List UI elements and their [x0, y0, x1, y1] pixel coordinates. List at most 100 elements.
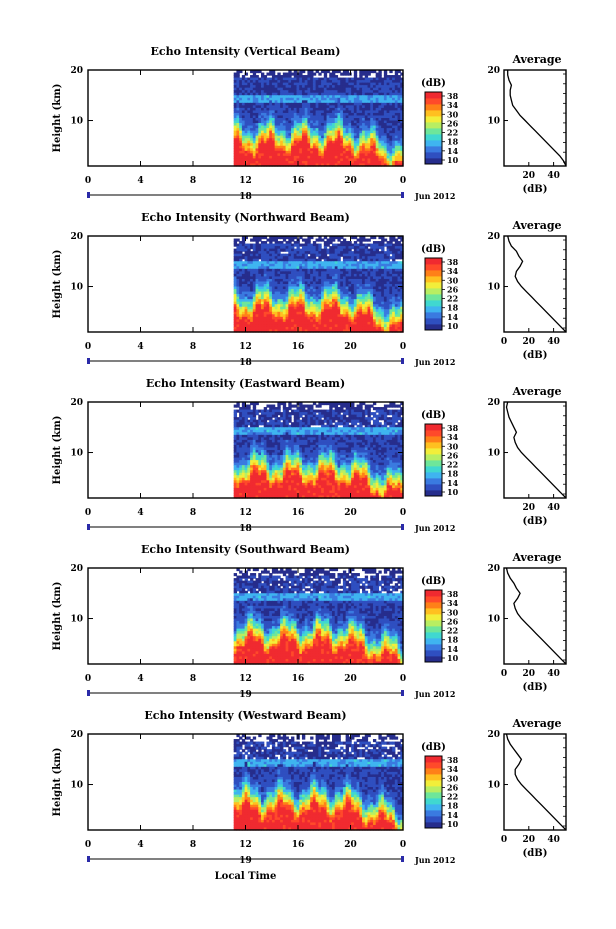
heatmap-cell	[293, 148, 298, 152]
heatmap-cell	[252, 125, 257, 129]
heatmap-cell	[291, 77, 295, 81]
heatmap-cell	[307, 289, 311, 293]
heatmap-cell	[323, 82, 328, 86]
heatmap-cell	[269, 314, 273, 318]
heatmap-cell	[244, 281, 248, 285]
heatmap-cell	[239, 140, 243, 144]
heatmap-cell	[334, 281, 339, 285]
heatmap-cell	[397, 271, 401, 275]
heatmap-cell	[318, 163, 322, 167]
heatmap-cell	[383, 324, 388, 328]
heatmap-cell	[372, 299, 377, 303]
heatmap-cell	[392, 87, 396, 91]
heatmap-cell	[255, 294, 259, 298]
heatmap-cell	[247, 304, 251, 308]
heatmap-cell	[356, 115, 360, 119]
heatmap-cell	[285, 128, 289, 132]
heatmap-cell	[364, 309, 369, 313]
heatmap-cell	[321, 309, 325, 313]
heatmap-cell	[258, 143, 262, 147]
heatmap-cell	[364, 276, 369, 280]
heatmap-cell	[296, 301, 300, 305]
heatmap-cell	[342, 278, 347, 283]
heatmap-cell	[375, 319, 380, 323]
heatmap-cell	[340, 407, 344, 411]
heatmap-cell	[326, 148, 330, 152]
heatmap-cell	[351, 158, 355, 162]
heatmap-cell	[255, 135, 259, 139]
heatmap-cell	[375, 301, 380, 305]
heatmap-cell	[261, 92, 265, 96]
heatmap-cell	[378, 125, 382, 129]
heatmap-cell	[326, 123, 330, 127]
heatmap-cell	[280, 85, 284, 89]
heatmap-cell	[277, 268, 281, 272]
heatmap-cell	[364, 82, 369, 86]
heatmap-cell	[299, 135, 303, 139]
heatmap-cell	[359, 276, 363, 280]
heatmap-cell	[321, 266, 325, 270]
heatmap-cell	[329, 329, 333, 333]
heatmap-cell	[323, 100, 328, 104]
heatmap-cell	[299, 414, 303, 418]
heatmap-cell	[400, 138, 404, 142]
heatmap-cell	[323, 105, 328, 109]
heatmap-cell	[291, 82, 295, 86]
heatmap-cell	[255, 243, 259, 247]
heatmap-cell	[241, 417, 246, 421]
heatmap-cell	[345, 407, 349, 411]
heatmap-cell	[394, 130, 399, 134]
heatmap-cell	[323, 70, 328, 74]
heatmap-cell	[244, 319, 248, 323]
heatmap-cell	[307, 95, 311, 99]
heatmap-cell	[367, 263, 371, 267]
heatmap-cell	[397, 125, 401, 129]
heatmap-cell	[356, 248, 360, 252]
heatmap-cell	[359, 150, 363, 154]
heatmap-cell	[345, 158, 349, 162]
heatmap-cell	[250, 281, 254, 285]
heatmap-cell	[351, 314, 355, 318]
heatmap-cell	[392, 402, 396, 406]
heatmap-cell	[334, 266, 339, 270]
heatmap-cell	[372, 110, 377, 114]
heatmap-cell	[386, 291, 390, 295]
heatmap-cell	[362, 92, 366, 96]
heatmap-cell	[266, 314, 270, 318]
heatmap-cell	[304, 271, 309, 275]
heatmap-cell	[282, 128, 287, 132]
heatmap-cell	[400, 133, 404, 137]
heatmap-cell	[233, 319, 238, 323]
heatmap-cell	[269, 304, 273, 308]
heatmap-cell	[233, 95, 238, 99]
heatmap-cell	[334, 263, 339, 267]
heatmap-cell	[252, 299, 257, 303]
heatmap-cell	[244, 409, 248, 413]
heatmap-cell	[321, 324, 325, 328]
heatmap-cell	[353, 115, 358, 119]
heatmap-cell	[334, 268, 339, 272]
heatmap-cell	[326, 319, 330, 323]
heatmap-cell	[299, 324, 303, 328]
heatmap-cell	[304, 301, 309, 305]
heatmap-cell	[329, 80, 333, 84]
heatmap-cell	[244, 304, 248, 308]
heatmap-cell	[307, 100, 311, 104]
heatmap-cell	[364, 150, 369, 154]
heatmap-cell	[392, 326, 396, 331]
heatmap-cell	[239, 246, 243, 250]
heatmap-cell	[397, 163, 401, 167]
heatmap-cell	[389, 153, 393, 157]
heatmap-cell	[337, 273, 341, 278]
heatmap-cell	[301, 120, 306, 124]
heatmap-cell	[323, 304, 328, 308]
heatmap-cell	[274, 90, 278, 94]
heatmap-cell	[332, 120, 336, 124]
heatmap-cell	[288, 299, 292, 303]
heatmap-cell	[334, 299, 339, 303]
heatmap-cell	[392, 243, 396, 247]
heatmap-cell	[255, 115, 259, 119]
heatmap-cell	[334, 324, 339, 328]
heatmap-cell	[400, 278, 404, 283]
heatmap-cell	[236, 291, 240, 295]
